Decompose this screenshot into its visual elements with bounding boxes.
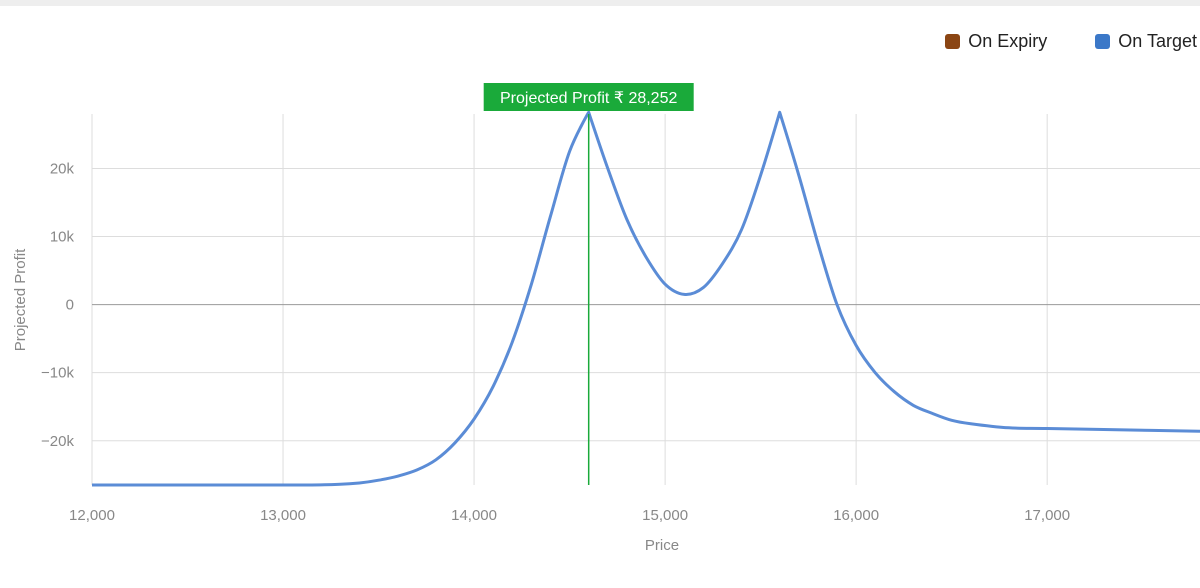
y-tick-label: 20k: [50, 160, 75, 177]
legend-item-on-target[interactable]: On Target: [1095, 31, 1197, 52]
legend-swatch-on-target: [1095, 33, 1111, 49]
x-tick-label: 16,000: [833, 507, 879, 524]
legend-label-on-target: On Target: [1118, 30, 1197, 51]
x-tick-label: 14,000: [451, 507, 497, 524]
y-tick-label: 0: [66, 297, 74, 314]
y-tick-label: 10k: [50, 229, 75, 246]
x-tick-label: 17,000: [1024, 507, 1070, 524]
series-line-on-target: [92, 110, 1200, 487]
x-tick-label: 12,000: [69, 507, 115, 524]
y-axis-title: Projected Profit: [12, 248, 29, 351]
tick-layer: 12,000 13,000 14,000 15,000 16,000 17,000 20k 1…: [41, 160, 1070, 524]
y-tick-label: −20k: [41, 433, 74, 450]
top-strip: [0, 0, 1200, 6]
grid-layer: [91, 114, 1200, 485]
line-layer: [92, 110, 1200, 487]
tooltip-layer: Projected Profit ₹ 28,252: [483, 83, 694, 485]
x-tick-label: 13,000: [260, 507, 306, 524]
chart-legend: On Expiry On Target: [945, 28, 1200, 54]
legend-swatch-on-expiry: [945, 33, 961, 49]
x-tick-label: 15,000: [642, 507, 688, 524]
x-axis-title: Price: [645, 537, 679, 554]
legend-label-on-expiry: On Expiry: [968, 30, 1048, 51]
tooltip-label: Projected Profit ₹ 28,252: [500, 90, 677, 107]
legend-item-on-expiry[interactable]: On Expiry: [945, 31, 1047, 52]
tooltip-box: [483, 83, 694, 111]
y-tick-label: −10k: [41, 365, 74, 382]
